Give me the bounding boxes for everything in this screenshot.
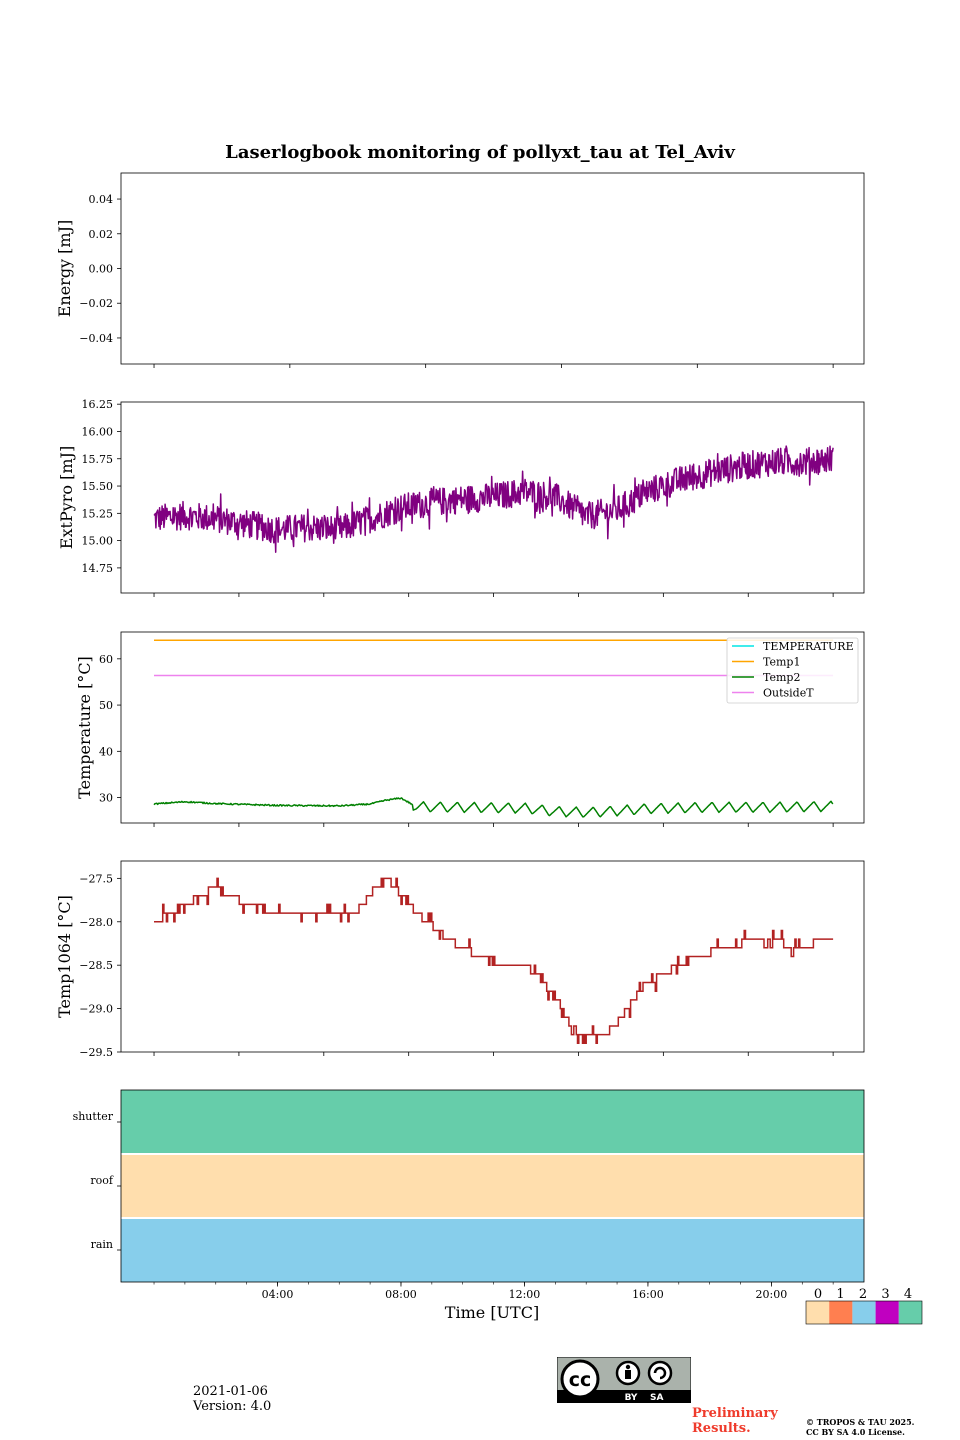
- y-axis-label: ExtPyro [mJ]: [57, 446, 76, 549]
- y-tick-label: rain: [91, 1238, 113, 1251]
- y-tick-label: 15.75: [82, 453, 114, 466]
- panel-frame: [120, 1089, 865, 1283]
- y-tick-label: 40: [99, 745, 113, 758]
- y-tick-label: −28.0: [79, 916, 113, 929]
- y-tick-label: 16.00: [82, 425, 114, 438]
- y-tick-label: −27.5: [79, 872, 113, 885]
- preliminary-line-2: Results.: [692, 1421, 751, 1436]
- y-tick-label: −29.5: [79, 1046, 113, 1059]
- colorbar-swatch: [875, 1301, 899, 1324]
- preliminary-note: Preliminary Results.: [692, 1406, 778, 1436]
- y-axis-label: Energy [mJ]: [55, 220, 74, 318]
- panel-2: 16.25 16.00 15.75 15.50 15.25 15.00 14.75 ExtPy…: [57, 398, 865, 597]
- colorbar-tick-label: 1: [836, 1287, 844, 1302]
- preliminary-line-1: Preliminary: [692, 1406, 778, 1421]
- colorbar-swatch: [852, 1301, 876, 1324]
- copyright-note: © TROPOS & TAU 2025. CC BY SA 4.0 Licens…: [806, 1417, 914, 1437]
- y-tick-label: roof: [90, 1174, 114, 1187]
- panel-4: −27.5 −28.0 −28.5 −29.0 −29.5 Temp1064 [°C]: [55, 860, 865, 1059]
- panel-frame: [120, 401, 865, 594]
- copyright-line-2: CC BY SA 4.0 License.: [806, 1427, 905, 1437]
- legend-entry: OutsideT: [763, 687, 814, 700]
- legend: TEMPERATURE Temp1 Temp2 OutsideT: [726, 637, 859, 704]
- series-line-1: [154, 877, 834, 1045]
- colorbar-swatch: [806, 1301, 830, 1324]
- colorbar-swatch: [829, 1301, 853, 1324]
- x-tick-label: 04:00: [262, 1288, 294, 1301]
- legend-entry: TEMPERATURE: [763, 640, 854, 653]
- status-row-shutter: [121, 1090, 864, 1153]
- y-tick-label: 15.50: [82, 480, 114, 493]
- y-tick-label: −28.5: [79, 959, 113, 972]
- svg-text:cc: cc: [569, 1369, 592, 1391]
- x-tick-label: 08:00: [385, 1288, 417, 1301]
- y-axis-label: Temperature [°C]: [75, 656, 94, 799]
- footer-date: 2021-01-06: [193, 1384, 268, 1399]
- figure-title: Laserlogbook monitoring of pollyxt_tau a…: [225, 142, 735, 163]
- y-tick-label: 15.25: [82, 507, 114, 520]
- y-tick-label: 0.00: [89, 263, 114, 276]
- panel-1: 0.04 0.02 0.00 −0.02 −0.04 Energy [mJ]: [55, 172, 865, 368]
- colorbar-swatch: [898, 1301, 922, 1324]
- y-tick-label: 0.02: [89, 228, 114, 241]
- cc-badge-text: BY SA: [625, 1393, 664, 1403]
- colorbar-tick-label: 2: [859, 1287, 867, 1302]
- colorbar-tick-label: 0: [814, 1287, 822, 1302]
- legend-entry: Temp2: [763, 671, 800, 684]
- series-line-3: [153, 797, 834, 818]
- y-tick-label: −0.04: [79, 332, 113, 345]
- y-tick-label: −0.02: [79, 297, 113, 310]
- colorbar-tick-label: 3: [881, 1287, 889, 1302]
- y-axis-label: Temp1064 [°C]: [55, 895, 74, 1018]
- x-tick-label: 20:00: [756, 1288, 788, 1301]
- colorbar-tick-label: 4: [904, 1287, 912, 1302]
- panel-frame: [120, 172, 865, 365]
- panel-3: 60 50 40 30 Temperature [°C] TEMPERATURE Temp1…: [75, 631, 865, 827]
- x-tick-label: 12:00: [509, 1288, 541, 1301]
- panel-5: shutter roof rain 04:00 08:00 12:00 16:00 20:00: [73, 1089, 865, 1301]
- y-tick-label: 0.04: [89, 193, 114, 206]
- status-row-roof: [121, 1155, 864, 1217]
- footer-version: Version: 4.0: [193, 1399, 272, 1414]
- y-tick-label: 15.00: [82, 535, 114, 548]
- y-tick-label: 14.75: [82, 562, 114, 575]
- copyright-line-1: © TROPOS & TAU 2025.: [806, 1417, 915, 1427]
- x-axis-label: Time [UTC]: [445, 1303, 539, 1322]
- x-tick-label: 16:00: [632, 1288, 664, 1301]
- y-tick-label: 50: [99, 699, 113, 712]
- y-tick-label: 60: [99, 653, 113, 666]
- y-tick-label: −29.0: [79, 1003, 113, 1016]
- status-row-rain: [121, 1219, 864, 1282]
- legend-entry: Temp1: [763, 656, 800, 669]
- y-tick-label: 30: [99, 792, 113, 805]
- y-tick-label: 16.25: [82, 398, 114, 411]
- series-line-1: [153, 445, 834, 553]
- cc-by-sa-logo: cc BY SA: [557, 1357, 691, 1403]
- footer-date-block: 2021-01-06 Version: 4.0: [193, 1384, 271, 1414]
- y-tick-label: shutter: [73, 1110, 114, 1123]
